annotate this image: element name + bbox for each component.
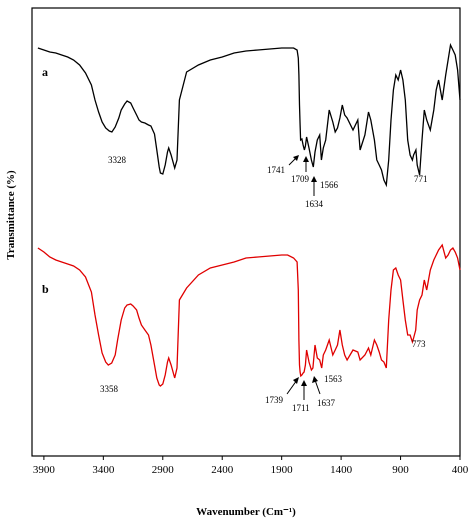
- peak-arrow-1711: [301, 380, 307, 400]
- x-tick-label: 900: [392, 464, 409, 476]
- peak-arrow-1739: [286, 377, 299, 395]
- series-a-line: [37, 42, 461, 188]
- peak-label-1709: 1709: [291, 174, 310, 184]
- peak-label-3328: 3328: [108, 155, 127, 165]
- peak-label-3358: 3358: [100, 384, 119, 394]
- peak-arrow-1634: [311, 176, 317, 196]
- peak-label-1566: 1566: [320, 180, 339, 190]
- peak-arrow-1637: [312, 376, 321, 395]
- panel-label-b: b: [42, 282, 49, 296]
- peak-arrow-1741: [288, 155, 299, 166]
- x-tick-label: 400: [452, 464, 469, 476]
- peak-arrow-1709: [303, 156, 309, 172]
- x-tick-label: 3900: [33, 464, 56, 476]
- series-b-line: [37, 243, 461, 387]
- peak-label-1637: 1637: [317, 398, 336, 408]
- y-axis-title: Transmittance (%): [5, 170, 17, 260]
- x-tick-label: 2900: [152, 464, 175, 476]
- peak-label-771: 771: [414, 174, 428, 184]
- peak-label-1741: 1741: [267, 165, 285, 175]
- peak-label-1563: 1563: [324, 374, 343, 384]
- x-tick-label: 3400: [92, 464, 115, 476]
- peak-label-773: 773: [412, 339, 426, 349]
- peak-label-1634: 1634: [305, 199, 324, 209]
- x-tick-label: 2400: [211, 464, 234, 476]
- x-axis-ticks: 3900 3400 2900 2400 1900 1400 900 400: [33, 456, 469, 476]
- panel-label-a: a: [42, 65, 48, 79]
- peak-label-1739: 1739: [265, 395, 284, 405]
- plot-frame: [31, 7, 461, 457]
- x-tick-label: 1400: [330, 464, 353, 476]
- x-axis-title: Wavenumber (Cm⁻¹): [196, 506, 296, 518]
- x-tick-label: 1900: [271, 464, 294, 476]
- peak-label-1711: 1711: [292, 403, 310, 413]
